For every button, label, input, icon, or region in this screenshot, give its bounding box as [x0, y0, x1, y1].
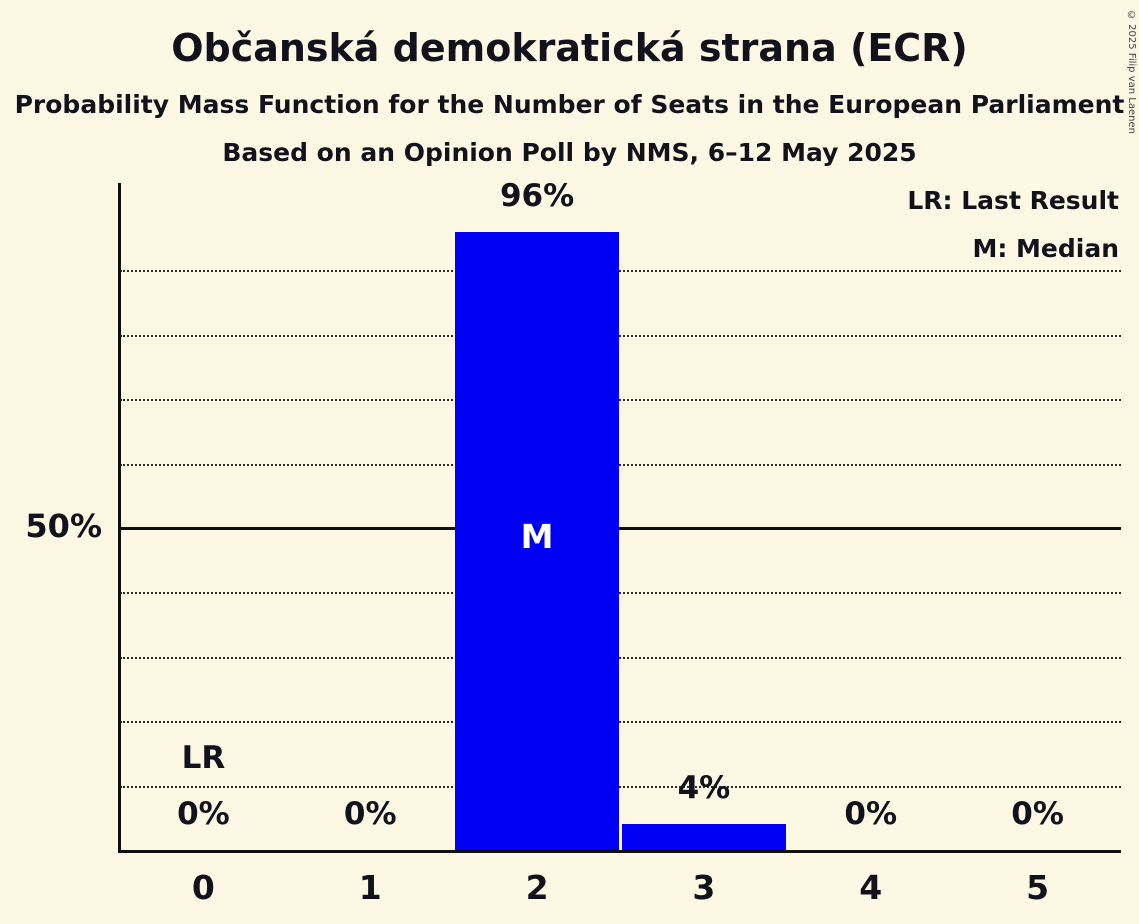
- chart-subtitle: Probability Mass Function for the Number…: [14, 90, 1125, 119]
- gridline-90pct: [120, 270, 1121, 273]
- x-axis-label-0: 0: [191, 868, 215, 907]
- x-axis-label-2: 2: [525, 868, 549, 907]
- last-result-marker: LR: [181, 740, 226, 776]
- gridline-40pct: [120, 592, 1121, 595]
- x-axis-label-1: 1: [358, 868, 382, 907]
- y-axis-tick-label: 50%: [25, 507, 102, 545]
- x-axis-label-3: 3: [692, 868, 716, 907]
- gridline-20pct: [120, 721, 1121, 724]
- copyright-notice: © 2025 Filip van Laenen: [1126, 10, 1137, 134]
- x-axis-label-4: 4: [859, 868, 883, 907]
- gridline-60pct: [120, 463, 1121, 466]
- bar-value-label-4: 0%: [844, 796, 898, 832]
- chart-subtitle-poll: Based on an Opinion Poll by NMS, 6–12 Ma…: [222, 138, 917, 167]
- bar-seats-2: [455, 231, 620, 850]
- y-axis-line: [118, 183, 121, 853]
- bar-value-label-2: 96%: [499, 177, 575, 214]
- legend-last-result: LR: Last Result: [907, 186, 1119, 215]
- bar-seats-3: [621, 824, 786, 850]
- gridline-70pct: [120, 399, 1121, 402]
- gridline-80pct: [120, 334, 1121, 337]
- gridline-50pct-solid: [120, 527, 1121, 530]
- bar-value-label-0: 0%: [177, 796, 230, 832]
- bar-value-label-3: 4%: [677, 770, 731, 807]
- chart-title: Občanská demokratická strana (ECR): [171, 26, 968, 70]
- x-axis-line: [118, 850, 1121, 853]
- median-marker: M: [520, 516, 554, 556]
- bar-value-label-5: 0%: [1011, 796, 1064, 832]
- x-axis-label-5: 5: [1026, 868, 1050, 907]
- legend-median: M: Median: [972, 234, 1119, 263]
- gridline-10pct: [120, 785, 1121, 788]
- gridline-30pct: [120, 656, 1121, 659]
- bar-value-label-1: 0%: [343, 796, 397, 832]
